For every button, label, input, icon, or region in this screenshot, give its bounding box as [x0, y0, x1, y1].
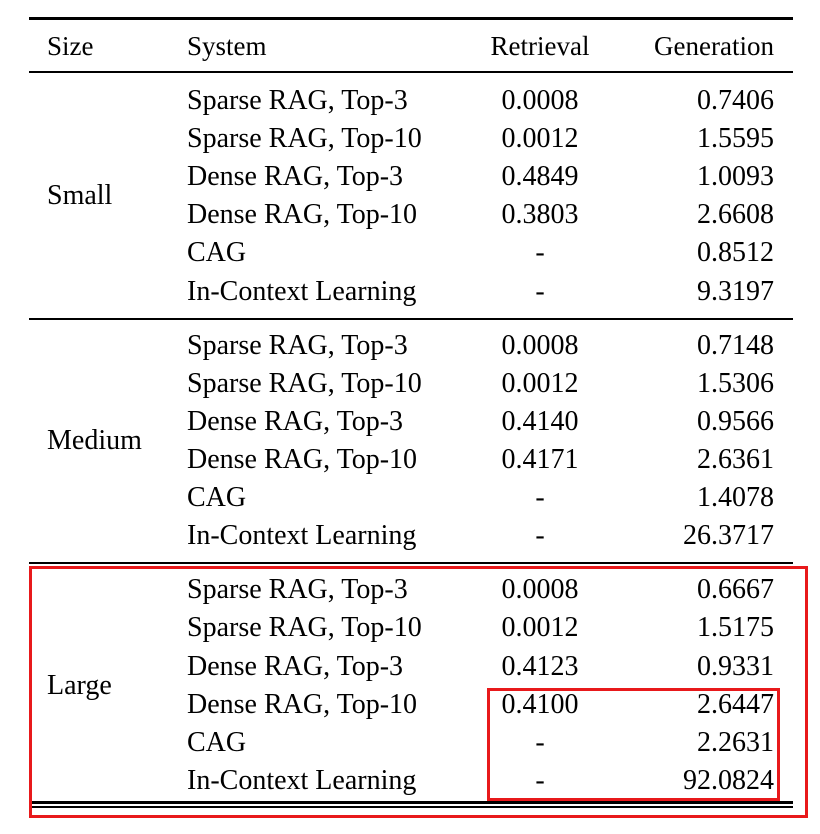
system-cell: Dense RAG, Top-3 — [187, 651, 404, 682]
header-rule — [29, 71, 793, 73]
system-cell: Dense RAG, Top-3 — [187, 161, 404, 192]
generation-cell: 1.4078 — [697, 482, 774, 513]
generation-cell: 2.2631 — [697, 727, 774, 758]
generation-cell: 1.0093 — [697, 161, 774, 192]
size-label-large: Large — [47, 670, 112, 701]
retrieval-cell: - — [535, 520, 545, 551]
retrieval-cell: 0.0008 — [501, 330, 579, 361]
top-rule — [29, 17, 793, 20]
group-rule-medium-large — [29, 562, 793, 564]
retrieval-cell: 0.4849 — [501, 161, 579, 192]
retrieval-cell: - — [535, 482, 545, 513]
size-label-medium: Medium — [47, 425, 142, 456]
system-cell: In-Context Learning — [187, 520, 417, 551]
header-retrieval: Retrieval — [490, 31, 590, 61]
system-cell: Sparse RAG, Top-10 — [187, 123, 422, 154]
retrieval-cell: 0.4100 — [501, 689, 579, 720]
retrieval-cell: 0.4123 — [501, 651, 579, 682]
system-cell: In-Context Learning — [187, 765, 417, 796]
retrieval-cell: - — [535, 727, 545, 758]
generation-cell: 0.9566 — [697, 406, 774, 437]
generation-cell: 1.5595 — [697, 123, 774, 154]
retrieval-cell: - — [535, 276, 545, 307]
generation-cell: 0.6667 — [697, 574, 774, 605]
group-rule-small-medium — [29, 318, 793, 320]
system-cell: CAG — [187, 482, 247, 513]
size-label-small: Small — [47, 180, 113, 211]
retrieval-cell: 0.3803 — [501, 199, 579, 230]
system-cell: Sparse RAG, Top-3 — [187, 85, 408, 116]
system-cell: Sparse RAG, Top-10 — [187, 612, 422, 643]
retrieval-cell: 0.4171 — [501, 444, 579, 475]
system-cell: Dense RAG, Top-10 — [187, 199, 418, 230]
system-cell: Sparse RAG, Top-10 — [187, 368, 422, 399]
retrieval-cell: 0.0008 — [501, 85, 579, 116]
header-size: Size — [47, 31, 94, 61]
generation-cell: 92.0824 — [683, 765, 774, 796]
system-cell: Sparse RAG, Top-3 — [187, 574, 408, 605]
retrieval-cell: 0.0012 — [501, 612, 579, 643]
generation-cell: 26.3717 — [683, 520, 774, 551]
generation-cell: 0.7406 — [697, 85, 774, 116]
retrieval-cell: 0.0008 — [501, 574, 579, 605]
retrieval-cell: - — [535, 237, 545, 268]
generation-cell: 1.5175 — [697, 612, 774, 643]
system-cell: Dense RAG, Top-10 — [187, 444, 418, 475]
system-cell: In-Context Learning — [187, 276, 417, 307]
generation-cell: 2.6361 — [697, 444, 774, 475]
system-cell: CAG — [187, 727, 247, 758]
retrieval-cell: 0.4140 — [501, 406, 579, 437]
generation-cell: 0.9331 — [697, 651, 774, 682]
generation-cell: 9.3197 — [697, 276, 774, 307]
generation-cell: 0.7148 — [697, 330, 774, 361]
header-system: System — [187, 31, 267, 61]
system-cell: Dense RAG, Top-10 — [187, 689, 418, 720]
generation-cell: 2.6608 — [697, 199, 774, 230]
generation-cell: 0.8512 — [697, 237, 774, 268]
bottom-rule — [29, 801, 793, 804]
retrieval-cell: 0.0012 — [501, 368, 579, 399]
system-cell: CAG — [187, 237, 247, 268]
generation-cell: 1.5306 — [697, 368, 774, 399]
system-cell: Dense RAG, Top-3 — [187, 406, 404, 437]
retrieval-cell: 0.0012 — [501, 123, 579, 154]
bottom-rule-inner — [29, 806, 793, 808]
generation-cell: 2.6447 — [697, 689, 774, 720]
retrieval-cell: - — [535, 765, 545, 796]
header-generation: Generation — [654, 31, 774, 61]
system-cell: Sparse RAG, Top-3 — [187, 330, 408, 361]
